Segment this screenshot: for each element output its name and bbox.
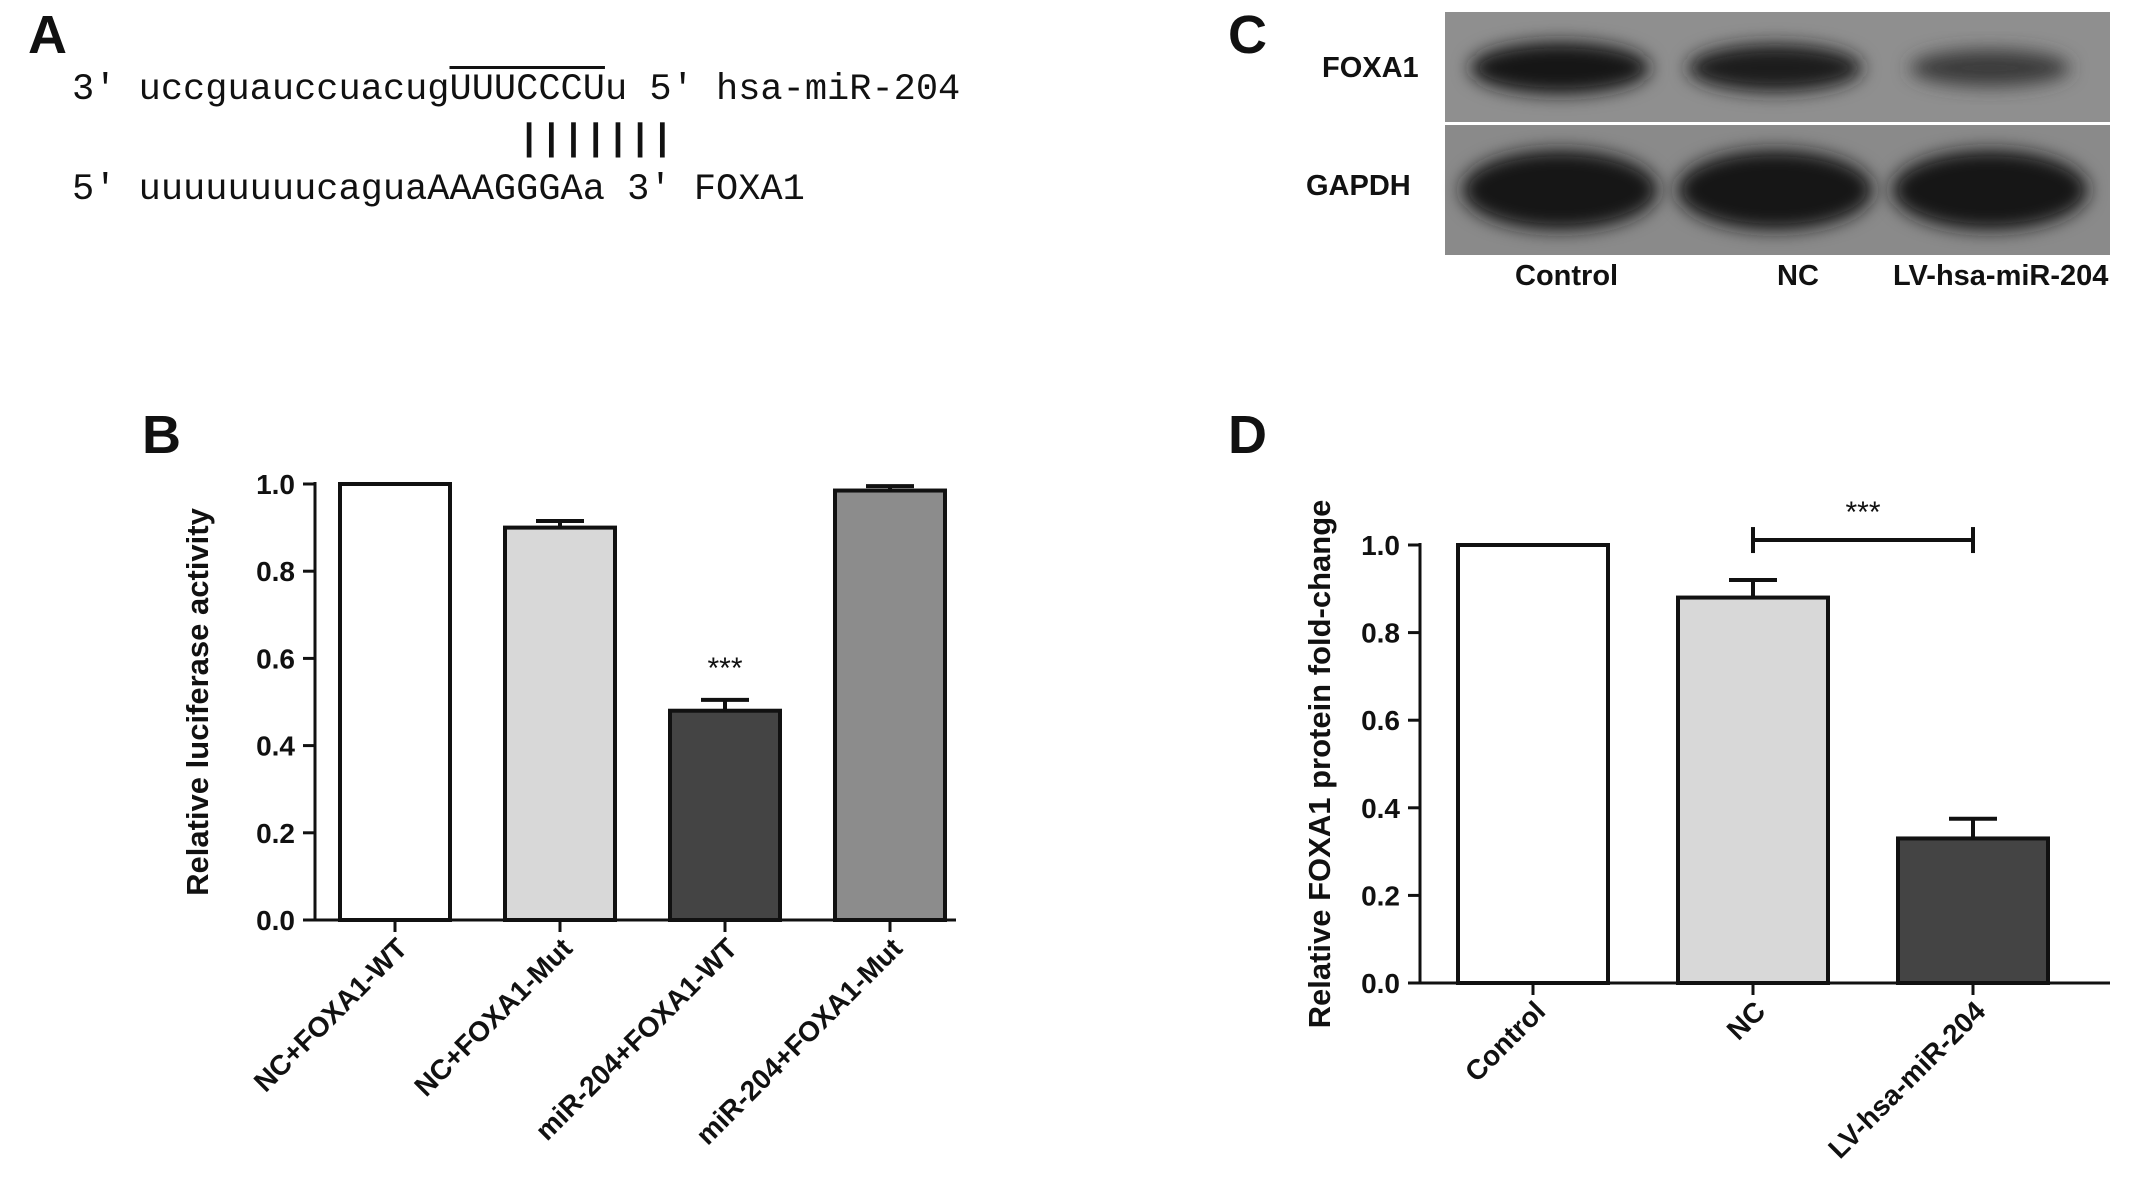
foxa1-band-nc [1687,44,1863,92]
y-tick-label: 0.6 [1361,705,1400,736]
y-axis-label: Relative luciferase activity [180,507,215,895]
blot-lane-label-nc: NC [1777,260,1819,292]
panel-label-c: C [1228,5,1267,65]
blot-lane-label-lv-hsa-mir-204: LV-hsa-miR-204 [1893,260,2109,292]
x-tick-label-nc: NC [1721,995,1772,1046]
y-tick-label: 1.0 [1361,530,1400,561]
target-unpaired: uuuuuuuucagua [138,169,428,211]
y-tick-label: 0.0 [256,905,295,936]
bar-mir-204-foxa1-mut [833,488,947,922]
western-blot [1445,12,2110,255]
blot-row-label-gapdh: GAPDH [1306,170,1411,202]
x-tick-label-control: Control [1459,995,1551,1087]
y-tick-label: 0.4 [256,731,295,762]
mirna-tail: u [604,69,628,111]
gapdh-band-lv-hsa-mir-204 [1892,150,2088,230]
x-tick-label-nc-foxa1-mut: NC+FOXA1-Mut [408,932,578,1102]
gapdh-band-control [1462,150,1658,230]
target-seed: AAAGGGA [427,169,583,211]
target-tail: a [582,169,605,211]
panel-label-d: D [1228,405,1267,465]
foxa1-band-control [1470,42,1650,94]
target-sequence-row: 5' uuuuuuuucaguaAAAGGGAa 3' FOXA1 [72,172,805,209]
y-tick-label: 0.2 [256,818,295,849]
bar-nc [1676,595,1830,985]
y-tick-label: 0.8 [256,556,295,587]
x-tick-label-mir-204-foxa1-mut: miR-204+FOXA1-Mut [690,932,908,1150]
target-prime-start: 5' [72,169,117,211]
target-name: FOXA1 [693,169,805,211]
significance-marker: *** [1845,496,1880,529]
panel-label-a: A [28,5,67,65]
mirna-prime-end: 5' [649,69,694,111]
bar-nc-foxa1-wt [338,482,452,922]
panel-label-b: B [142,405,181,465]
y-tick-label: 0.0 [1361,968,1400,999]
y-tick-label: 1.0 [256,469,295,500]
mirna-sequence-row: 3' uccguauccuacugUUUCCCUu 5' hsa-miR-204 [72,72,960,109]
y-axis-label: Relative FOXA1 protein fold-change [1302,500,1337,1029]
mirna-prime-start: 3' [72,69,117,111]
mirna-unpaired: uccguauccuacug [138,69,450,111]
blot-row-label-foxa1: FOXA1 [1322,52,1419,84]
target-prime-end: 3' [627,169,672,211]
significance-marker: *** [707,652,742,685]
blot-lane-label-control: Control [1515,260,1619,292]
y-tick-label: 0.8 [1361,618,1400,649]
base-pairing-bars: ||||||| [518,119,674,161]
y-tick-label: 0.6 [256,643,295,674]
mirna-seed: UUUCCCU [449,69,605,111]
gapdh-band-nc [1677,150,1873,230]
foxa1-band-lv-hsa-mir-204 [1909,49,2071,87]
bar-control [1456,543,1610,985]
mirna-name: hsa-miR-204 [716,69,961,111]
y-tick-label: 0.4 [1361,793,1400,824]
x-tick-label-nc-foxa1-wt: NC+FOXA1-WT [248,932,413,1097]
x-tick-label-mir-204-foxa1-wt: miR-204+FOXA1-WT [529,932,743,1146]
x-tick-label-lv-hsa-mir-204: LV-hsa-miR-204 [1822,995,1991,1164]
bar-lv-hsa-mir-204 [1896,836,2050,986]
bar-nc-foxa1-mut [503,525,617,922]
y-tick-label: 0.2 [1361,880,1400,911]
bar-mir-204-foxa1-wt [668,708,782,922]
